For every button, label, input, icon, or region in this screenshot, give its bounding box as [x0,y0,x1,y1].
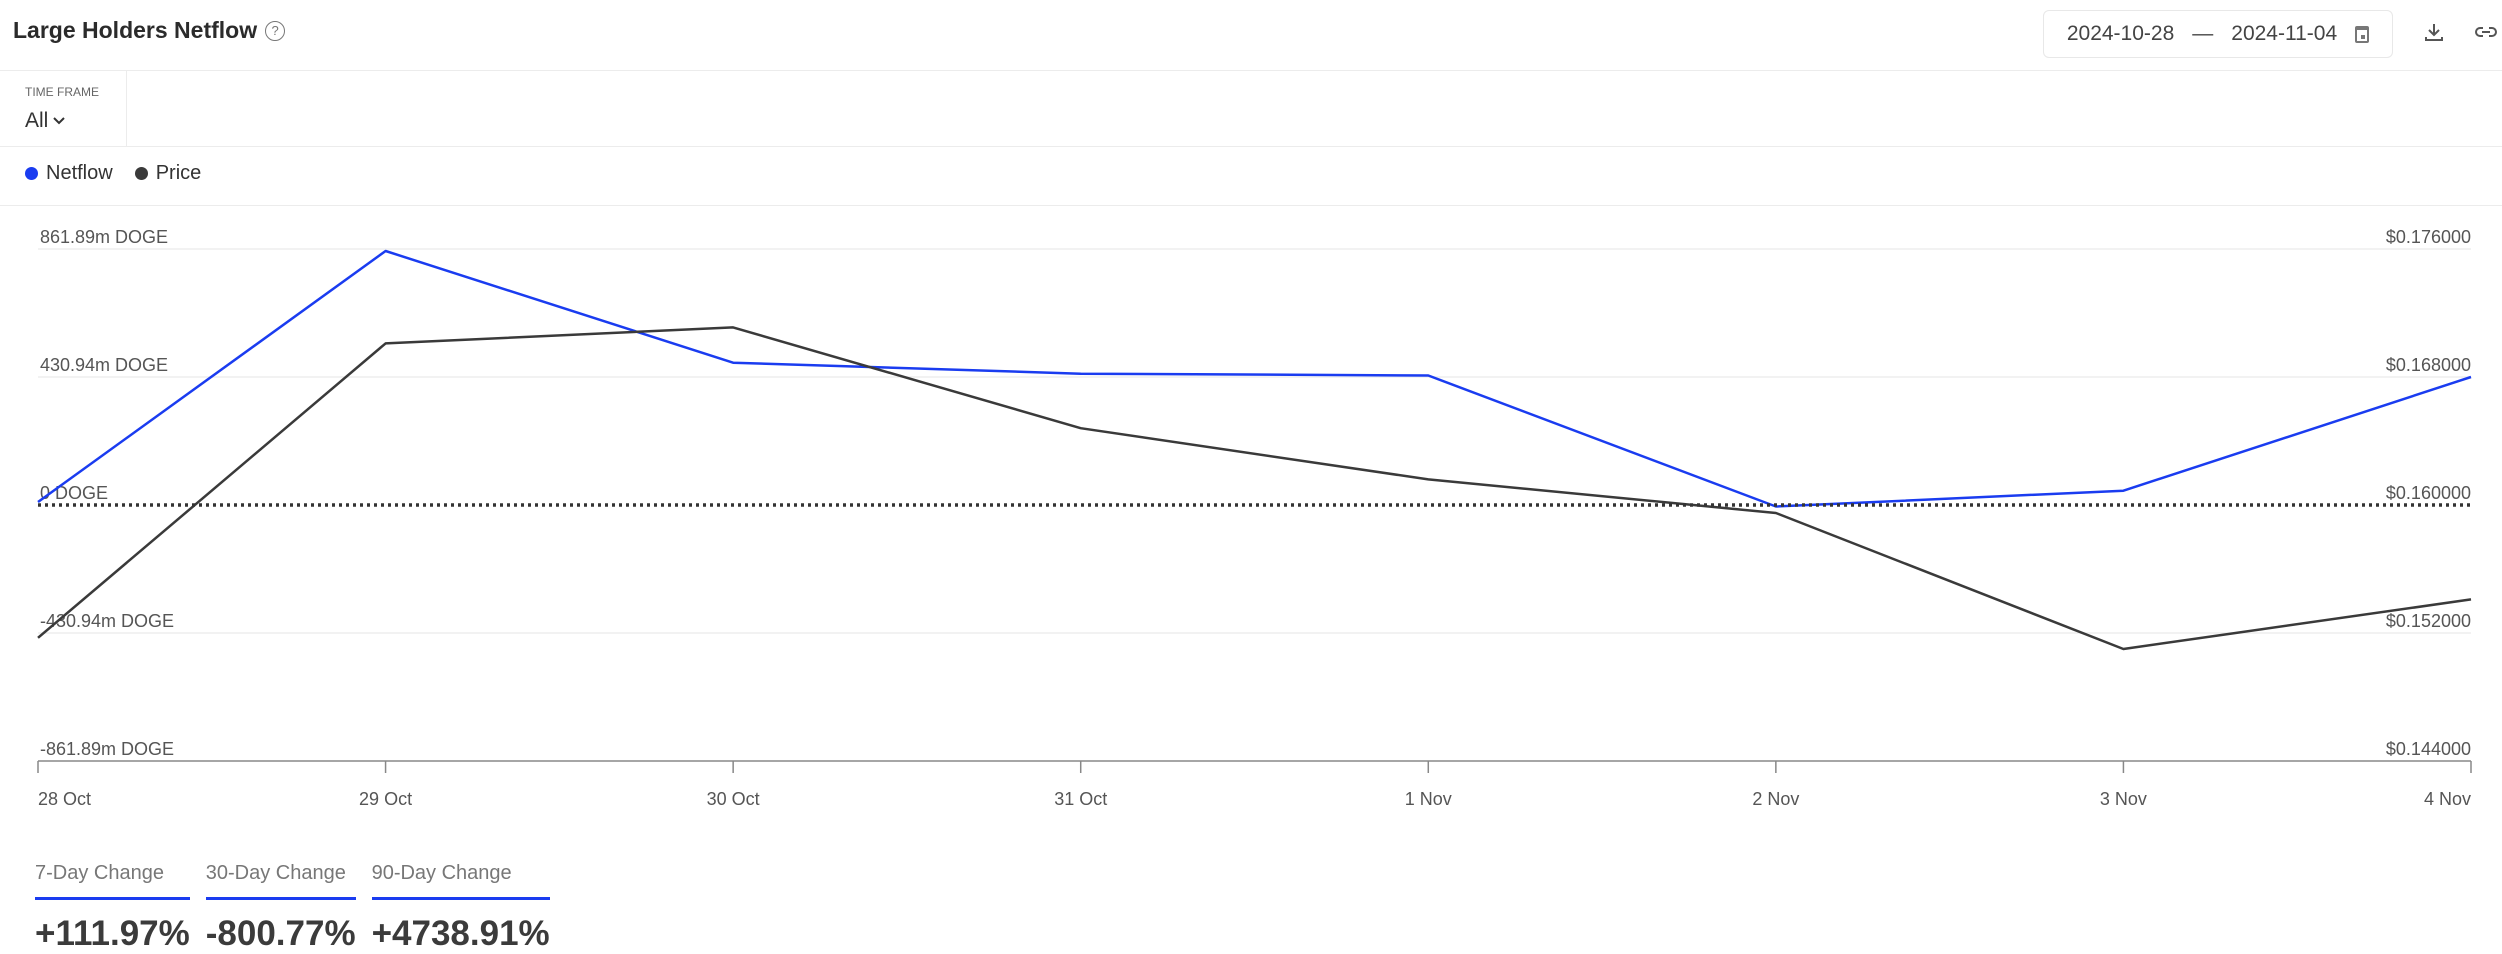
series-line-netflow [37,249,2472,508]
stat-label: 90-Day Change [371,862,512,884]
x-axis-tick-label: 1 Nov [1405,789,1452,809]
left-axis-tick-label: 430.94m DOGE [40,355,168,375]
stat-7-day: 7-Day Change +111.97% [35,862,190,954]
question-circle-icon[interactable]: ? [265,20,286,41]
title-text: Large Holders Netflow [13,17,258,43]
date-range-picker[interactable]: 2024-10-28 — 2024-11-04 [2043,10,2393,58]
stat-90-day: 90-Day Change +4738.91% [371,862,550,954]
stat-value: +111.97% [35,914,190,953]
stat-label: 7-Day Change [35,862,164,884]
x-axis-tick-label: 31 Oct [1054,789,1107,809]
left-axis-tick-label: -861.89m DOGE [40,739,174,759]
x-axis-tick-label: 2 Nov [1752,789,1799,809]
left-axis-tick-label: 861.89m DOGE [40,227,168,247]
timeframe-dropdown[interactable]: All [25,109,66,133]
legend-netflow[interactable]: Netflow [25,162,113,185]
x-axis-tick-label: 4 Nov [2424,789,2471,809]
legend-label: Netflow [46,162,113,184]
date-end[interactable]: 2024-11-04 [2231,22,2338,45]
divider [0,205,2502,206]
date-start[interactable]: 2024-10-28 [2066,22,2175,45]
right-axis-tick-label: $0.176000 [2386,227,2471,247]
right-axis-tick-label: $0.160000 [2386,483,2471,503]
right-axis-tick-label: $0.152000 [2386,611,2471,631]
netflow-price-chart: 861.89m DOGE $0.176000 430.94m DOGE $0.1680… [37,227,2472,809]
right-axis-tick-label: $0.168000 [2386,355,2471,375]
price-dot-icon [134,167,148,180]
change-stats: 7-Day Change +111.97% 30-Day Change -800… [35,862,550,954]
link-icon [2475,27,2497,37]
stat-label: 30-Day Change [205,862,346,884]
timeframe-selector[interactable]: TIME FRAME All [0,71,127,146]
stat-30-day: 30-Day Change -800.77% [205,862,356,954]
netflow-dot-icon [25,167,38,180]
legend-label: Price [155,162,202,184]
download-button[interactable] [2420,18,2448,46]
chevron-down-icon [53,117,66,125]
download-icon [2425,24,2443,41]
stat-underline [371,897,550,900]
stat-underline [205,897,356,900]
x-axis-tick-label: 29 Oct [359,789,412,809]
legend-price[interactable]: Price [134,162,202,185]
series-line-price [37,326,2472,651]
divider [0,146,2502,147]
copy-link-button[interactable] [2472,18,2500,46]
x-axis-tick-label: 28 Oct [38,789,91,809]
stat-underline [35,897,190,900]
timeframe-label: TIME FRAME [25,85,99,99]
stat-value: -800.77% [205,914,356,953]
divider [0,70,2502,71]
timeframe-value: All [25,109,49,132]
date-separator: — [2192,22,2214,45]
x-axis-tick-label: 3 Nov [2100,789,2147,809]
chart-legend: Netflow Price [25,162,201,185]
left-axis-tick-label: -430.94m DOGE [40,611,174,631]
stat-value: +4738.91% [371,914,550,953]
x-axis-tick-label: 30 Oct [707,789,760,809]
chart-title: Large Holders Netflow ? [13,17,286,44]
right-axis-tick-label: $0.144000 [2386,739,2471,759]
calendar-icon[interactable] [2355,25,2370,43]
